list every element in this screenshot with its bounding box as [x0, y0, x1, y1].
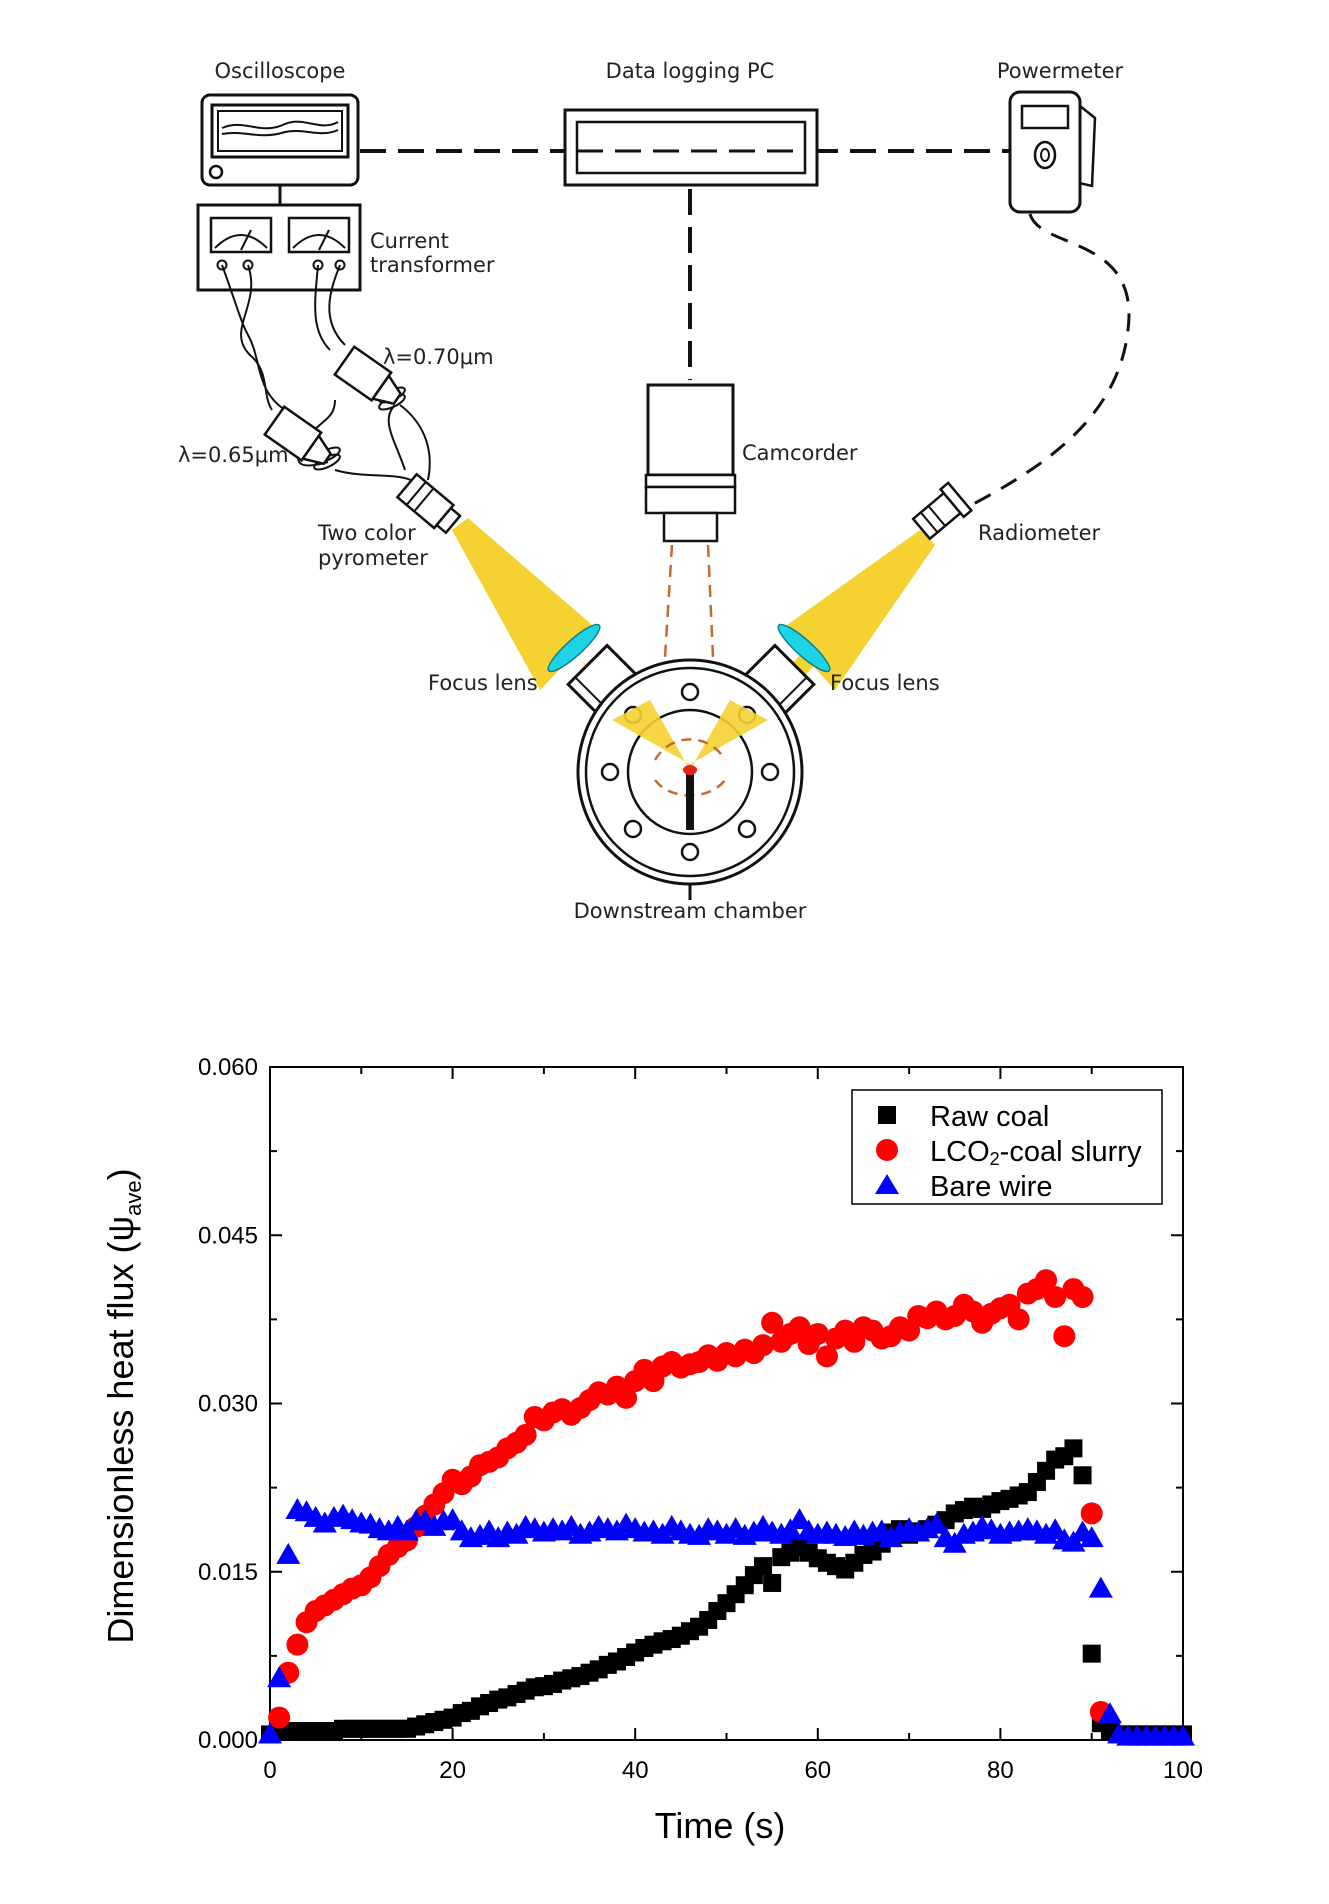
- bare-wire-point: [1097, 1702, 1122, 1724]
- slurry-point: [514, 1423, 537, 1446]
- x-tick-label: 80: [987, 1757, 1014, 1784]
- bare-wire-point: [924, 1512, 949, 1534]
- bare-wire-point: [1171, 1724, 1195, 1746]
- legend-marker-slurry: [876, 1139, 898, 1161]
- two-color-pyrometer: [395, 472, 462, 535]
- current-transformer-label-2: transformer: [370, 253, 495, 277]
- x-axis-title: Time (s): [655, 1805, 786, 1846]
- focus-lens-left-label: Focus lens: [428, 671, 538, 695]
- y-tick-label: 0.015: [198, 1559, 258, 1586]
- oscilloscope: [200, 93, 360, 187]
- slurry-point: [1053, 1325, 1076, 1348]
- series-lco2-coal-slurry: [268, 1269, 1112, 1729]
- raw-coal-point: [1082, 1644, 1101, 1663]
- hot-spot: [683, 765, 697, 775]
- bare-wire-point: [440, 1508, 465, 1530]
- raw-coal-point: [763, 1573, 782, 1592]
- pyrometer-label-1: Two color: [317, 521, 416, 545]
- current-transformer-label-1: Current: [370, 229, 449, 253]
- y-tick-label: 0.060: [198, 1054, 258, 1081]
- legend-label-bare-wire: Bare wire: [930, 1171, 1053, 1203]
- x-tick-label: 20: [439, 1757, 466, 1784]
- raw-coal-point: [1073, 1466, 1092, 1485]
- series-raw-coal: [261, 1439, 1192, 1744]
- slurry-point: [815, 1345, 838, 1368]
- slurry-point: [1035, 1269, 1058, 1292]
- slurry-point: [286, 1633, 309, 1656]
- slurry-point: [1044, 1285, 1067, 1308]
- bare-wire-point: [1088, 1576, 1113, 1598]
- downstream-chamber-label: Downstream chamber: [574, 899, 807, 923]
- slurry-point: [806, 1322, 829, 1345]
- legend: Raw coal LCO2-coal slurry Bare wire: [851, 1089, 1163, 1205]
- focus-lens-right-label: Focus lens: [830, 671, 940, 695]
- camcorder-label: Camcorder: [742, 441, 858, 465]
- slurry-point: [1007, 1308, 1030, 1331]
- slurry-point: [1071, 1285, 1094, 1308]
- slurry-point: [788, 1316, 811, 1339]
- powermeter: [1008, 90, 1097, 214]
- raw-coal-point: [1064, 1439, 1083, 1458]
- slurry-point: [752, 1334, 775, 1357]
- experimental-setup-diagram: Oscilloscope Current transformer Data lo…: [178, 59, 1131, 923]
- x-tick-label: 60: [804, 1757, 831, 1784]
- raw-coal-point: [754, 1557, 773, 1576]
- slurry-point: [1080, 1502, 1103, 1525]
- slurry-point: [615, 1386, 638, 1409]
- y-tick-label: 0.000: [198, 1727, 258, 1754]
- bare-wire-point: [267, 1666, 292, 1688]
- y-axis-title: Dimensionless heat flux (ψave): [100, 1168, 146, 1643]
- heat-flux-chart: 0 20 40 60 80 100 0.000 0.015 0.030 0.045 0.060 Ti…: [100, 1054, 1203, 1846]
- radiometer: [911, 481, 974, 541]
- pyrometer-label-2: pyrometer: [318, 546, 428, 570]
- legend-label-slurry: LCO2-coal slurry: [930, 1136, 1142, 1169]
- legend-marker-raw-coal: [878, 1106, 896, 1124]
- slurry-point: [268, 1706, 291, 1729]
- filter-065: [263, 404, 333, 466]
- filter-070: [333, 344, 403, 406]
- x-tick-label: 0: [263, 1757, 276, 1784]
- lambda-065-label: λ=0.65μm: [178, 443, 289, 467]
- slurry-point: [761, 1311, 784, 1334]
- y-axis-title-main: Dimensionless heat flux (ψ: [100, 1216, 141, 1644]
- bare-wire-point: [787, 1508, 812, 1530]
- bare-wire-point: [276, 1542, 301, 1564]
- y-tick-label: 0.030: [198, 1391, 258, 1418]
- chart-axes: 0 20 40 60 80 100 0.000 0.015 0.030 0.045 0.060: [198, 1054, 1203, 1784]
- x-tick-label: 40: [622, 1757, 649, 1784]
- powermeter-label: Powermeter: [997, 59, 1124, 83]
- data-logging-pc-label: Data logging PC: [606, 59, 775, 83]
- downstream-chamber: [566, 643, 816, 900]
- y-axis-title-sub: ave: [121, 1180, 146, 1215]
- lambda-070-label: λ=0.70μm: [383, 345, 494, 369]
- focus-lens-left: [547, 623, 601, 673]
- camcorder: [644, 383, 737, 543]
- radiometer-label: Radiometer: [978, 521, 1101, 545]
- current-transformer: [196, 203, 362, 292]
- legend-label-raw-coal: Raw coal: [930, 1101, 1049, 1133]
- y-axis-title-close: ): [100, 1168, 141, 1180]
- bare-wire-point: [258, 1722, 282, 1744]
- data-logging-pc: [563, 108, 819, 187]
- x-tick-label: 100: [1163, 1757, 1203, 1784]
- radiometer-cable: [957, 213, 1131, 514]
- series-bare-wire: [258, 1498, 1195, 1746]
- legend-marker-bare-wire: [875, 1174, 899, 1194]
- y-tick-label: 0.045: [198, 1222, 258, 1249]
- focus-lens-right: [777, 623, 831, 673]
- oscilloscope-label: Oscilloscope: [215, 59, 346, 83]
- bare-wire-point: [1079, 1526, 1104, 1548]
